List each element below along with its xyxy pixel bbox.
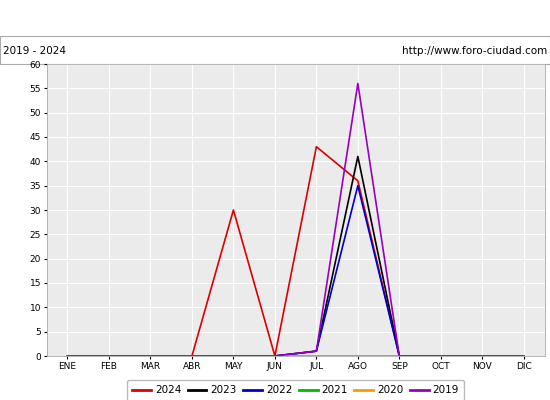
Text: http://www.foro-ciudad.com: http://www.foro-ciudad.com xyxy=(402,46,547,56)
Text: Evolucion Nº Turistas Extranjeros en el municipio de Miranda del Castañar: Evolucion Nº Turistas Extranjeros en el … xyxy=(28,12,522,24)
Text: 2019 - 2024: 2019 - 2024 xyxy=(3,46,66,56)
Legend: 2024, 2023, 2022, 2021, 2020, 2019: 2024, 2023, 2022, 2021, 2020, 2019 xyxy=(127,380,464,400)
